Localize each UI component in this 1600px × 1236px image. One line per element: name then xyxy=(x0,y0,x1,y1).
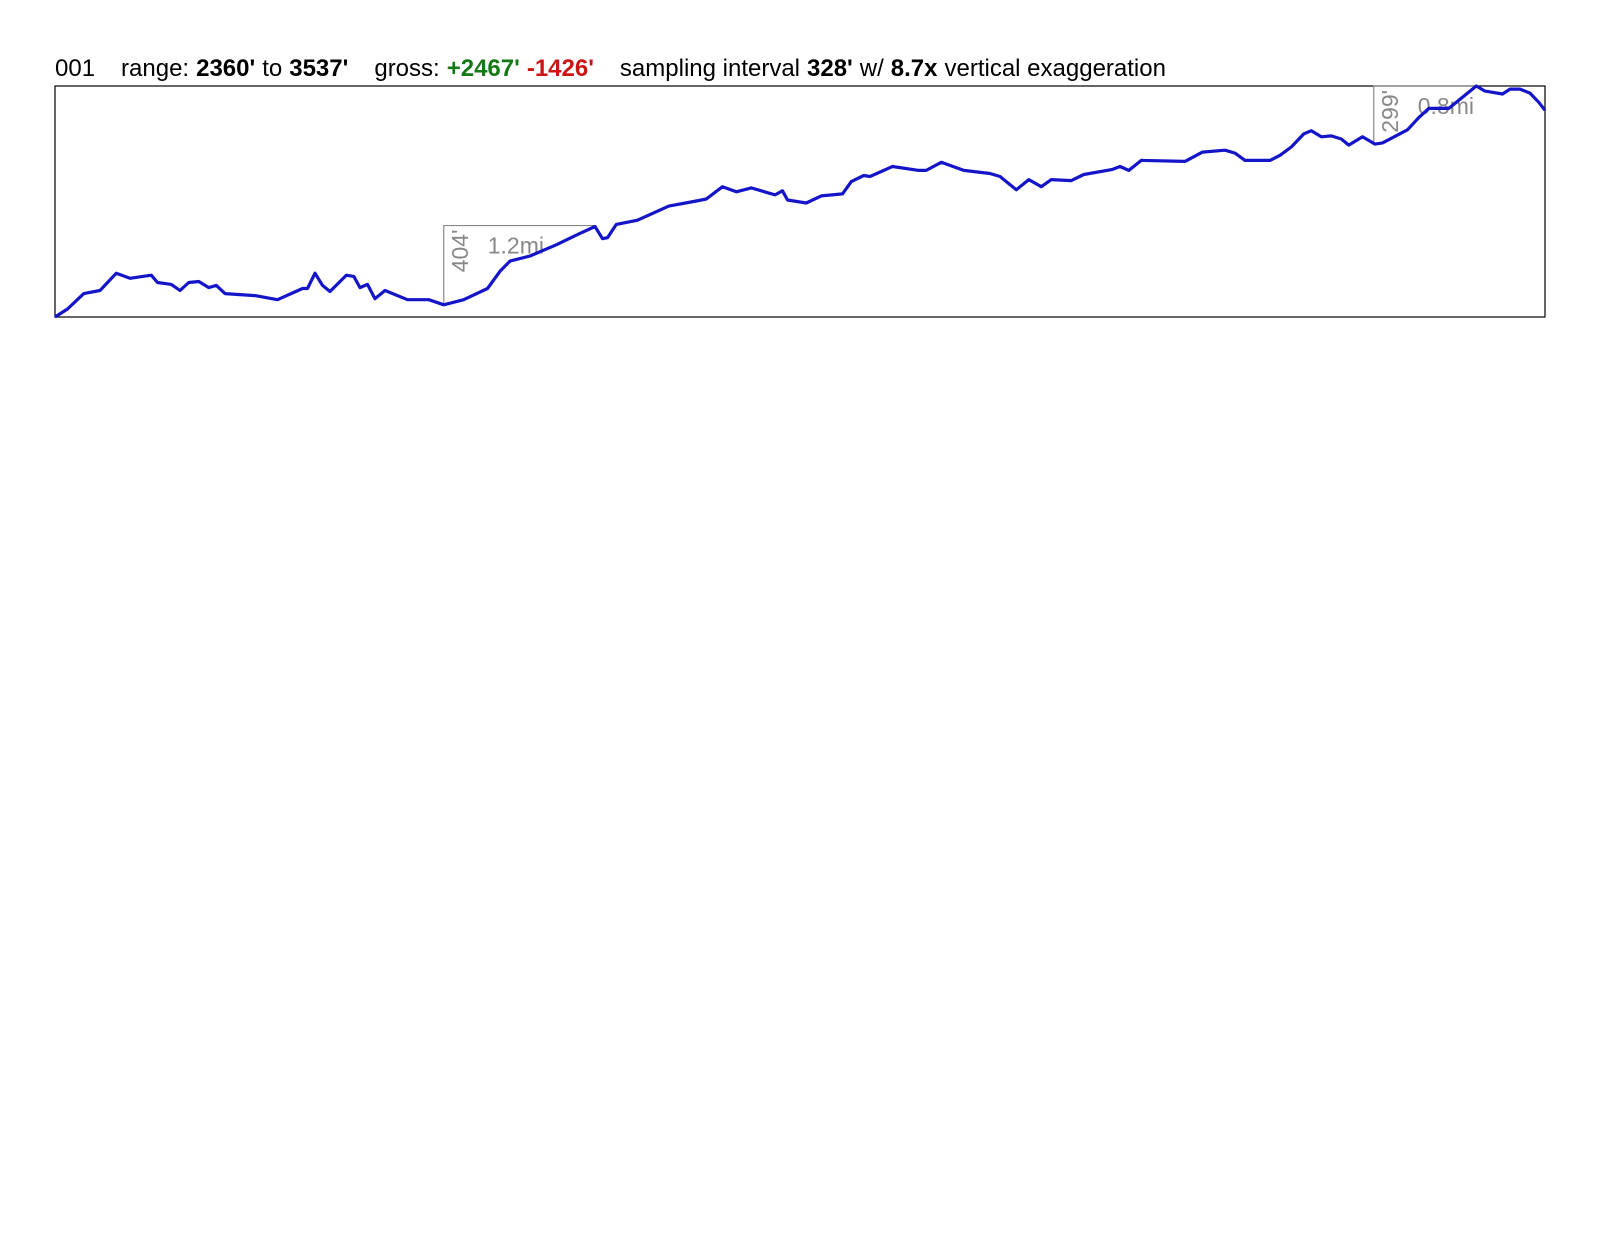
climb-rise-label: 404' xyxy=(447,230,473,273)
climb-box xyxy=(443,224,594,305)
elevation-line xyxy=(54,84,1547,319)
header-segment: -1426' xyxy=(526,55,594,82)
header-segment: 8.7x xyxy=(890,55,938,82)
climb-length-label: 0.8mi xyxy=(1418,93,1474,119)
header-segment: 2360' xyxy=(196,55,256,82)
header-segment: +2467' xyxy=(446,55,520,82)
header-segment: sampling interval xyxy=(619,55,801,82)
header-segment: range: xyxy=(121,55,190,82)
plot-frame xyxy=(54,85,1546,318)
header-segment: 001 xyxy=(55,55,96,82)
climb-box xyxy=(1373,85,1474,145)
climb-rise-label: 299' xyxy=(1377,90,1403,133)
header-segment: gross: xyxy=(374,55,440,82)
header-segment: 328' xyxy=(807,55,853,82)
header: 001 range: 2360' to 3537' gross: +2467' -1426' s… xyxy=(55,55,1173,83)
header-segment: vertical exaggeration xyxy=(944,55,1166,82)
header-segment: to xyxy=(262,55,283,82)
header-segment: w/ xyxy=(859,55,884,82)
header-segment: 3537' xyxy=(289,55,349,82)
